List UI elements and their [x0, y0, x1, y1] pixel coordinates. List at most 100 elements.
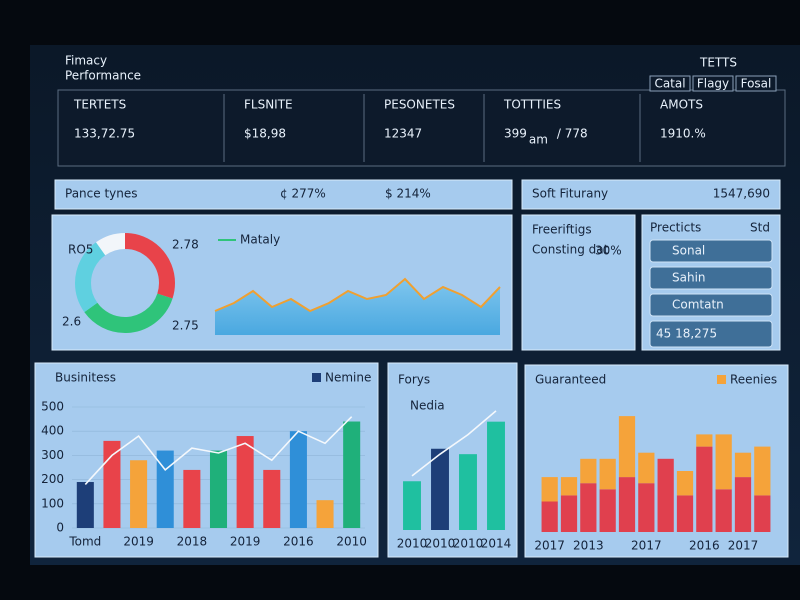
bar-segment [754, 495, 771, 532]
kpi-value: 12347 [384, 127, 422, 141]
bar-segment [638, 452, 655, 484]
x-tick-label: 2010 [425, 537, 456, 551]
insight-value: 30% [595, 244, 622, 258]
bar-segment [638, 483, 655, 532]
product-item[interactable] [649, 293, 773, 317]
kpi-unit: am [529, 133, 548, 147]
bar-segment [676, 495, 694, 532]
donut-label: 2.78 [172, 238, 199, 252]
bar-segment [696, 446, 713, 532]
kpi-value: 133,72.75 [74, 127, 135, 141]
y-tick-label: 500 [41, 400, 64, 414]
donut-segment [75, 233, 175, 333]
x-tick-label: 2016 [283, 535, 314, 549]
product-label: 45 18,275 [656, 327, 717, 341]
x-tick-label: 2013 [573, 539, 604, 553]
summary-stat: $ 214% [385, 187, 431, 201]
bar [130, 460, 148, 528]
x-tick-label: 2016 [689, 539, 720, 553]
chart-title: Forys [398, 373, 430, 387]
legend-label: Mataly [240, 233, 280, 247]
bar-segment [599, 458, 616, 490]
product-item[interactable] [649, 239, 773, 263]
kpi-label: AMOTS [660, 98, 703, 112]
bar-segment [676, 471, 694, 496]
x-tick-label: 2018 [177, 535, 208, 549]
bar-segment [754, 446, 771, 496]
bar [236, 436, 254, 528]
bar [76, 482, 94, 528]
x-tick-label: 2010 [453, 537, 484, 551]
bar-segment [696, 434, 713, 447]
tab-button[interactable] [735, 75, 777, 92]
bar [403, 481, 421, 530]
kpi-value: 399 [504, 127, 527, 141]
product-label: Sonal [672, 244, 705, 258]
bar-segment [541, 501, 558, 532]
y-tick-label: 100 [41, 496, 64, 510]
kpi-label: FLSNITE [244, 98, 293, 112]
tab-button[interactable] [692, 75, 734, 92]
bar [103, 440, 121, 528]
bar [343, 421, 361, 528]
x-tick-label: 2019 [123, 535, 154, 549]
kpi-label: TERTETS [73, 98, 126, 112]
header-subtitle: Fimacy [65, 54, 107, 68]
trend-line [84, 416, 353, 485]
x-tick-label: 2010 [336, 535, 367, 549]
insight-title: Freeriftigs [532, 223, 592, 237]
bar [263, 469, 281, 528]
kpi-label: TOTTTIES [503, 98, 561, 112]
bar [487, 421, 505, 530]
kpi-strip [57, 89, 786, 167]
bar-segment [715, 434, 732, 490]
bar [183, 469, 201, 528]
y-tick-label: 400 [41, 424, 64, 438]
product-item[interactable] [649, 266, 773, 290]
bar-segment [618, 416, 636, 478]
bar [156, 450, 174, 528]
kpi-label: PESONETES [384, 98, 455, 112]
bar [316, 500, 334, 528]
bar-segment [734, 452, 752, 478]
legend-swatch [312, 373, 321, 382]
y-tick-label: 200 [41, 472, 64, 486]
forecast-bar [521, 179, 781, 210]
bar-segment [580, 483, 597, 532]
y-tick-label: 300 [41, 448, 64, 462]
trend-line [411, 410, 497, 477]
legend-label: Reenies [730, 373, 777, 387]
tab-label: Catal [654, 77, 685, 91]
donut-segment [75, 233, 175, 333]
forecast-title: Soft Fiturany [532, 187, 608, 201]
legend-swatch [717, 375, 726, 384]
insight-note: Consting dat [532, 243, 609, 257]
product-label: Comtatn [672, 298, 724, 312]
x-tick-label: 2010 [397, 537, 428, 551]
x-tick-label: 2017 [728, 539, 759, 553]
x-tick-label: 2017 [631, 539, 662, 553]
tab-button[interactable] [649, 75, 691, 92]
donut-label: RO5 [68, 243, 93, 257]
line-area [215, 279, 500, 335]
product-item[interactable] [649, 320, 773, 348]
bar [431, 448, 449, 530]
kpi-extra: / 778 [557, 127, 588, 141]
bar-segment [560, 477, 578, 496]
bar-segment [657, 458, 674, 532]
kpi-value: $18,98 [244, 127, 286, 141]
summary-title: Pance tynes [65, 187, 138, 201]
bar-segment [618, 477, 636, 532]
x-tick-label: 2019 [230, 535, 261, 549]
donut-segment [75, 233, 175, 333]
bar-segment [580, 458, 597, 484]
tab-label: Flagy [697, 77, 729, 91]
bar [209, 450, 228, 528]
bar-segment [734, 477, 752, 532]
summary-bar [54, 179, 513, 210]
kpi-value: 1910.% [660, 127, 706, 141]
bar-segment [560, 495, 578, 532]
x-tick-label: Tomd [68, 535, 101, 549]
